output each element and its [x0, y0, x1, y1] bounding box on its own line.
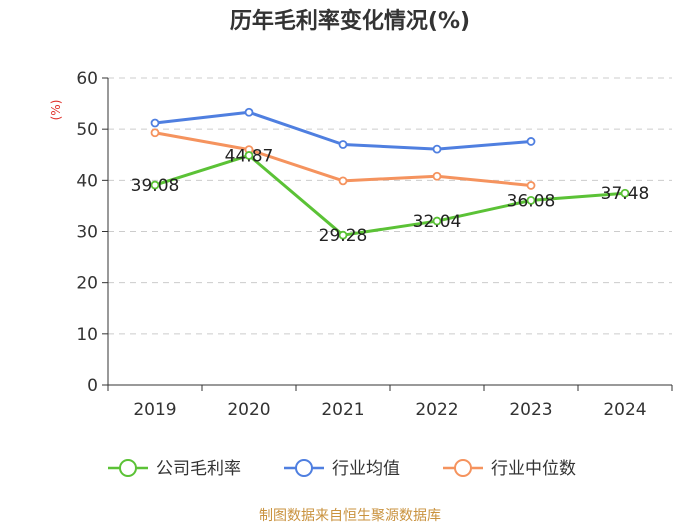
legend-label-2: 行业中位数 [491, 459, 576, 479]
x-tick-label-2020: 2020 [227, 400, 270, 420]
x-tick-label-2024: 2024 [603, 400, 646, 420]
y-tick-label-60: 60 [76, 69, 98, 89]
y-axis-label: (%) [49, 100, 63, 121]
series-0-point-2023 [526, 195, 536, 205]
x-tick-label-2019: 2019 [133, 400, 176, 420]
x-tick-label-2022: 2022 [415, 400, 458, 420]
y-tick-label-20: 20 [76, 274, 98, 294]
y-tick-label-30: 30 [76, 223, 98, 243]
legend-marker-0 [119, 459, 137, 477]
grid [108, 77, 672, 335]
axes: 0 10 20 30 40 50 60 2019 2020 2021 2022 2023 2024 [76, 69, 673, 420]
series-2-point-2023 [526, 181, 536, 190]
legend: 公司毛利率 行业均值 行业中位数 [108, 459, 576, 479]
data-label-2023: 36.08 [507, 191, 556, 211]
x-tick-label-2021: 2021 [321, 400, 364, 420]
series-1-point-2022 [432, 144, 442, 154]
legend-marker-2 [454, 459, 472, 477]
series-0-point-2022 [432, 216, 442, 226]
series-1-point-2021 [338, 140, 348, 149]
data-label-2022: 32.04 [413, 212, 462, 232]
y-tick-label-40: 40 [76, 171, 98, 191]
y-tick-label-10: 10 [76, 325, 98, 345]
series-layer [150, 107, 630, 240]
y-tick-label-50: 50 [76, 120, 98, 140]
y-tick-label-0: 0 [87, 376, 98, 396]
data-labels: 39.08 44.87 29.28 32.04 36.08 37.48 [131, 146, 650, 246]
data-label-2019: 39.08 [131, 176, 180, 196]
series-0-point-2024 [620, 188, 630, 198]
legend-label-1: 行业均值 [332, 459, 400, 479]
legend-label-0: 公司毛利率 [156, 459, 241, 479]
series-line-0 [154, 153, 626, 237]
series-2-point-2019 [150, 128, 160, 138]
series-2-point-2021 [338, 176, 348, 186]
legend-marker-1 [295, 459, 313, 477]
series-0-point-2020 [244, 151, 254, 160]
chart-title: 历年毛利率变化情况(%) [230, 8, 470, 34]
data-label-2024: 37.48 [601, 184, 650, 204]
series-1-point-2020 [244, 107, 254, 117]
data-label-2021: 29.28 [319, 226, 368, 246]
series-0-point-2021 [338, 230, 348, 240]
x-tick-label-2023: 2023 [509, 400, 552, 420]
series-1-point-2023 [526, 137, 536, 146]
series-0-point-2019 [150, 180, 160, 190]
data-label-2020: 44.87 [225, 146, 274, 166]
source-note: 制图数据来自恒生聚源数据库 [259, 508, 441, 524]
series-2-point-2022 [432, 171, 442, 181]
series-1-point-2019 [150, 118, 160, 128]
